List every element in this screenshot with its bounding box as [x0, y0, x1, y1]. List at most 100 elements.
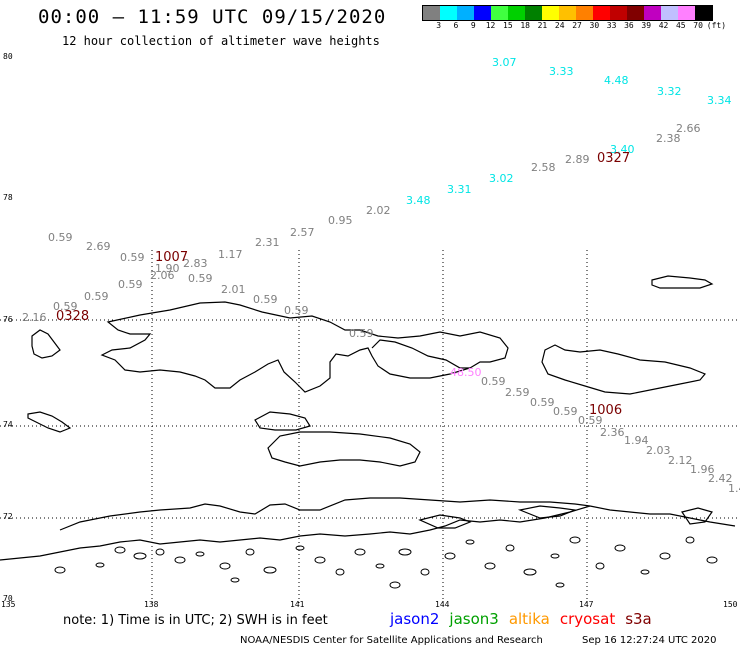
- legend-swatch: [491, 6, 508, 20]
- color-legend-labels: 3 6 9 12 15 18 21 24 27 30 33 36 39 42 45 70 (ft): [430, 21, 727, 30]
- satellite-name: jason2: [390, 610, 440, 628]
- wave-height-value: 0.59: [253, 293, 278, 306]
- wave-height-value: 1.90: [155, 262, 180, 275]
- legend-label: 33: [606, 21, 617, 30]
- mainland-east-coast: [589, 505, 736, 527]
- wave-height-value: 1.4: [728, 482, 740, 495]
- color-legend: [422, 5, 713, 21]
- legend-label: 42: [658, 21, 669, 30]
- legend-label: 15: [503, 21, 513, 30]
- wave-height-value: 0.59: [578, 414, 603, 427]
- lon-label: 144: [435, 600, 450, 609]
- satellite-name: altika: [508, 610, 550, 628]
- wave-height-value: 48.50: [450, 366, 482, 379]
- pass-id-label: 1007: [155, 250, 189, 265]
- island-kotelny: [100, 301, 509, 393]
- wave-height-value: 4.48: [604, 74, 629, 87]
- wave-height-value: 3.32: [657, 85, 682, 98]
- lat-label: 72: [3, 512, 13, 521]
- wave-height-value: 1.96: [690, 463, 715, 476]
- legend-label: 6: [453, 21, 459, 30]
- legend-swatch: [525, 6, 542, 20]
- legend-label: 30: [589, 21, 600, 30]
- lat-label: 70: [3, 594, 13, 603]
- island-faddeyevsky-coast: [371, 339, 470, 369]
- wave-height-value: 0.59: [553, 405, 578, 418]
- pass-id-label: 0327: [597, 151, 631, 166]
- wave-height-value: 0.59: [120, 251, 145, 264]
- legend-label: 3: [436, 21, 442, 30]
- wave-height-value: 0.95: [328, 214, 353, 227]
- wave-height-value: 3.07: [492, 56, 517, 69]
- lon-label: 150: [723, 600, 738, 609]
- wave-height-value: 1.17: [218, 248, 243, 261]
- legend-swatch: [695, 6, 712, 20]
- lat-label: 80: [3, 52, 13, 61]
- legend-label: 9: [470, 21, 476, 30]
- wave-height-value: 2.83: [183, 257, 208, 270]
- wave-height-value: 2.06: [150, 269, 175, 282]
- wave-height-value: 0.59: [84, 290, 109, 303]
- legend-swatch: [508, 6, 525, 20]
- legend-label: (ft): [706, 21, 727, 30]
- wave-height-value: 3.34: [707, 94, 732, 107]
- legend-swatch: [559, 6, 576, 20]
- wave-height-value: 3.02: [489, 172, 514, 185]
- lat-label: 76: [3, 315, 13, 324]
- wave-height-value: 0.59: [349, 327, 374, 340]
- legend-label: 18: [520, 21, 530, 30]
- legend-swatch: [610, 6, 627, 20]
- legend-swatch: [678, 6, 695, 20]
- lon-label: 135: [1, 600, 16, 609]
- island-new-siberia-east: [541, 344, 706, 395]
- lon-label: 141: [290, 600, 305, 609]
- mainland-inner-1: [418, 514, 472, 529]
- wave-height-value: 2.31: [255, 236, 280, 249]
- legend-swatch: [593, 6, 610, 20]
- lon-label: 138: [144, 600, 159, 609]
- legend-swatch: [644, 6, 661, 20]
- wave-height-value: 0.59: [53, 300, 78, 313]
- wave-height-value: 0.59: [48, 231, 73, 244]
- legend-label: 36: [624, 21, 634, 30]
- wave-height-value: 2.42: [708, 472, 733, 485]
- lat-label: 78: [3, 193, 13, 202]
- wave-height-value: 2.36: [600, 426, 625, 439]
- island-small-1: [27, 411, 72, 433]
- satellite-legend: jason2 jason3 altika cryosat s3a: [390, 610, 662, 628]
- wave-height-value: 0.59: [481, 375, 506, 388]
- island-bennett: [651, 275, 714, 289]
- legend-swatch: [440, 6, 457, 20]
- wave-height-value: 2.12: [668, 454, 693, 467]
- wave-height-value: 3.40: [610, 143, 635, 156]
- island-east-small: [681, 507, 713, 525]
- generated-timestamp: Sep 16 12:27:24 UTC 2020: [582, 635, 717, 646]
- wave-height-value: 0.59: [188, 272, 213, 285]
- island-west: [31, 329, 61, 359]
- satellite-name: s3a: [625, 610, 652, 628]
- legend-label: 21: [537, 21, 548, 30]
- pass-id-label: 0328: [56, 309, 90, 324]
- graticule: [0, 250, 738, 605]
- legend-label: 12: [485, 21, 496, 30]
- footnote: note: 1) Time is in UTC; 2) SWH is in fe…: [63, 613, 328, 628]
- wave-height-value: 0.59: [530, 396, 555, 409]
- map-title: 00:00 – 11:59 UTC 09/15/2020: [38, 6, 387, 28]
- lakes: [54, 536, 718, 589]
- lon-label: 147: [579, 600, 594, 609]
- mainland-coast: [0, 497, 591, 561]
- wave-height-value: 2.59: [505, 386, 530, 399]
- wave-height-value: 2.69: [86, 240, 111, 253]
- mainland-inner-2: [517, 505, 578, 519]
- wave-height-value: 0.59: [284, 304, 309, 317]
- wave-height-value: 2.38: [656, 132, 681, 145]
- legend-label: 45: [675, 21, 686, 30]
- legend-swatch: [627, 6, 644, 20]
- legend-swatch: [423, 6, 440, 20]
- legend-label: 27: [572, 21, 582, 30]
- wave-height-value: 3.31: [447, 183, 472, 196]
- legend-label: 39: [641, 21, 652, 30]
- wave-height-value: 3.48: [406, 194, 431, 207]
- wave-height-value: 2.01: [221, 283, 246, 296]
- coastlines: [0, 275, 736, 561]
